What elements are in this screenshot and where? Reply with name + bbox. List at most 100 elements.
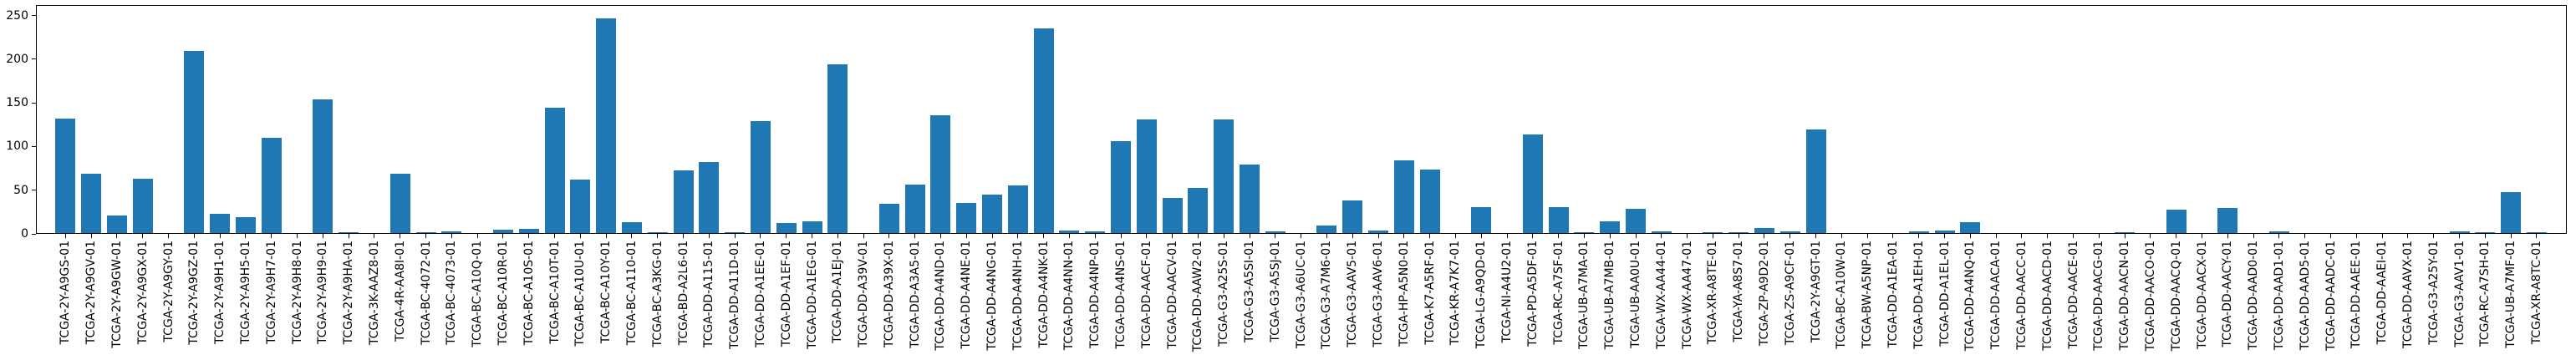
x-tick [554, 234, 556, 238]
x-tick-label: TCGA-2Y-A9GS-01 [59, 241, 73, 345]
y-tick [32, 145, 36, 147]
category-column: TCGA-BC-A10T-01 [542, 5, 568, 344]
x-tick [2459, 234, 2460, 238]
x-tick [425, 234, 427, 238]
category-column: TCGA-DD-A4NE-01 [954, 5, 980, 349]
category-column: TCGA-BC-A10S-01 [516, 5, 542, 345]
category-column: TCGA-DD-A1EG-01 [799, 5, 825, 349]
category-column: TCGA-RC-A7SH-01 [2472, 5, 2498, 347]
bar [878, 204, 899, 234]
bar-area [1932, 5, 1957, 234]
bar-area [310, 5, 336, 234]
category-column: TCGA-G3-AAV5-01 [1340, 5, 1366, 347]
x-tick-label: TCGA-G3-A5SI-01 [1243, 241, 1257, 343]
x-tick [2407, 234, 2409, 238]
bar-area [1906, 5, 1932, 234]
bar [904, 185, 925, 234]
x-tick-label: TCGA-4R-AA8I-01 [393, 241, 407, 342]
bar-area [1443, 5, 1469, 234]
x-tick-label: TCGA-G3-A5SJ-01 [1268, 241, 1282, 342]
bar-area [258, 5, 284, 234]
bar [570, 180, 591, 234]
x-tick [2304, 234, 2306, 238]
x-tick-label: TCGA-DD-A4NN-01 [1062, 241, 1077, 351]
x-tick [1403, 234, 1405, 238]
category-column: TCGA-UB-AA0U-01 [1623, 5, 1649, 348]
bar [1600, 221, 1621, 234]
bar [2475, 231, 2496, 234]
bar [235, 217, 256, 234]
x-tick-label: TCGA-LG-A9QD-01 [1474, 241, 1489, 349]
category-column: TCGA-DD-AACA-01 [1983, 5, 2009, 349]
x-tick-label: TCGA-DD-AAD0-01 [2247, 241, 2261, 351]
x-tick-label: TCGA-G3-AAV5-01 [1346, 241, 1360, 347]
x-tick [734, 234, 736, 238]
x-tick [2433, 234, 2435, 238]
x-tick-label: TCGA-ZS-A9CF-01 [1783, 241, 1797, 346]
x-tick [1866, 234, 1868, 238]
x-tick-label: TCGA-2Y-A9H7-01 [264, 241, 278, 345]
x-tick-label: TCGA-ZP-A9D2-01 [1757, 241, 1771, 347]
bar-area [928, 5, 954, 234]
x-tick-label: TCGA-2Y-A9GV-01 [84, 241, 99, 345]
bar-area [336, 5, 362, 234]
bar [1085, 231, 1106, 234]
bar-area [1674, 5, 1700, 234]
bar [441, 231, 462, 234]
x-tick [2227, 234, 2228, 238]
x-tick-label: TCGA-DD-AAVX-01 [2400, 241, 2415, 348]
x-tick-label: TCGA-BC-A3KG-01 [650, 241, 664, 347]
x-tick [1506, 234, 1508, 238]
x-tick [1377, 234, 1379, 238]
x-tick [502, 234, 504, 238]
bar [725, 231, 746, 234]
category-column: TCGA-BD-A2L6-01 [670, 5, 696, 345]
category-column: TCGA-WX-AA44-01 [1648, 5, 1674, 349]
category-column: TCGA-2Y-A9GW-01 [104, 5, 130, 348]
bar [1779, 231, 1800, 234]
bar [313, 99, 333, 234]
bar-area [2086, 5, 2112, 234]
category-column: TCGA-2Y-A9GX-01 [130, 5, 155, 344]
x-tick [708, 234, 710, 238]
bar-area [1571, 5, 1597, 234]
x-tick [2355, 234, 2357, 238]
x-tick-label: TCGA-2Y-A9H9-01 [316, 241, 330, 345]
bar-area [155, 5, 181, 234]
x-tick [451, 234, 452, 238]
category-column: TCGA-2Y-A9H5-01 [233, 5, 259, 344]
bar-area [568, 5, 593, 234]
bar-area [2138, 5, 2164, 234]
x-tick-label: TCGA-2Y-A9GW-01 [109, 241, 124, 348]
bar-area [980, 5, 1005, 234]
bar-area [516, 5, 542, 234]
x-tick-label: TCGA-BD-A2L6-01 [676, 241, 690, 346]
x-tick-label: TCGA-G3-A7M6-01 [1320, 241, 1334, 350]
bar [1342, 200, 1363, 234]
x-tick-label: TCGA-G3-A25Y-01 [2426, 241, 2441, 345]
x-tick [2253, 234, 2254, 238]
bar [1162, 198, 1183, 234]
x-tick [1429, 234, 1431, 238]
bar [699, 162, 720, 234]
category-column: TCGA-DD-A1EF-01 [773, 5, 799, 347]
bar-area [2421, 5, 2446, 234]
x-tick-label: TCGA-RC-A7SH-01 [2478, 241, 2492, 347]
x-tick-label: TCGA-DD-A1EG-01 [805, 241, 819, 350]
bar-area [2189, 5, 2215, 234]
category-column: TCGA-BC-A10Y-01 [593, 5, 619, 343]
x-tick-label: TCGA-BC-A10S-01 [522, 241, 536, 346]
bar-area [696, 5, 722, 234]
x-tick-label: TCGA-DD-AACX-01 [2195, 241, 2209, 349]
x-tick-label: TCGA-BW-A5NP-01 [1861, 241, 1875, 349]
bar [1033, 28, 1054, 234]
x-tick-label: TCGA-2Y-A9H5-01 [238, 241, 252, 345]
bar [184, 51, 205, 234]
x-tick [1918, 234, 1920, 238]
category-column: TCGA-2Y-A9GS-01 [53, 5, 79, 344]
bar-area [670, 5, 696, 234]
x-tick-label: TCGA-PD-A5DF-01 [1525, 241, 1540, 347]
x-tick [1532, 234, 1534, 238]
bar [518, 228, 539, 234]
